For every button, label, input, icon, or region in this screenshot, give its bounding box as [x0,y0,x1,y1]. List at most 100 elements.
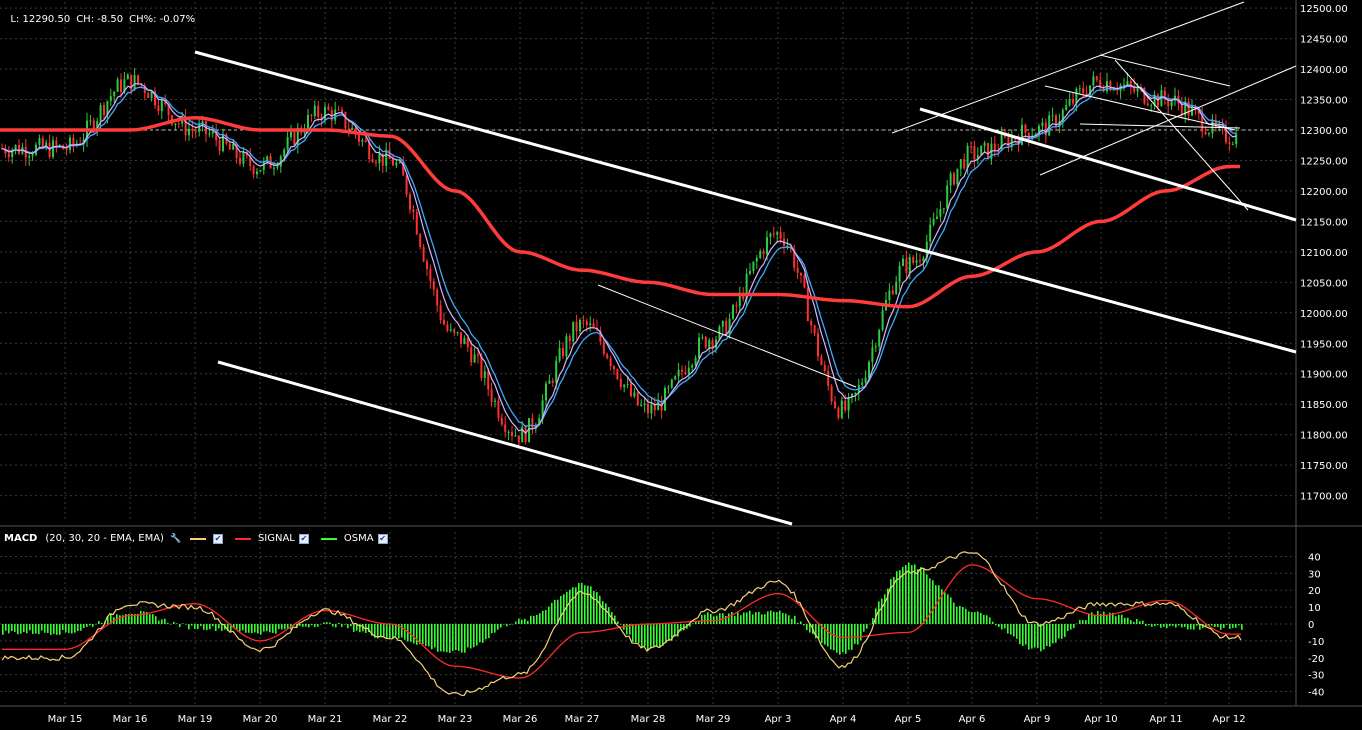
candle-body [657,401,660,411]
x-tick-label: Mar 28 [631,714,666,725]
candle-body [915,260,918,263]
osma-bar [275,624,277,634]
candle-body [932,219,935,225]
osma-bar [5,624,7,631]
candle-body [854,392,857,395]
candle-body [701,336,704,338]
osma-bar [353,624,355,632]
osma-bar [374,624,376,638]
osma-bar [146,612,148,624]
candle-body [762,251,765,255]
osma-bar [17,624,19,635]
candle-body [827,370,830,387]
candle-body [551,380,554,383]
candle-body [259,170,262,172]
wrench-icon[interactable]: 🔧 [169,533,182,544]
osma-bar [533,615,535,624]
candle-body [888,290,891,300]
macd-tick-label: -40 [1308,688,1324,699]
osma-bar [650,624,652,649]
osma-bar [488,624,490,639]
osma-bar [434,624,436,648]
candle-body [1072,99,1074,104]
osma-bar [785,613,787,624]
osma-bar [941,589,943,624]
candle-body [307,114,309,132]
candle-body [432,281,435,290]
candle-body [813,325,816,334]
osma-bar [377,624,379,639]
osma-bar [878,601,880,624]
osma-bar [2,624,4,635]
osma-bar [53,624,55,634]
candle-body [242,152,245,164]
osma-bar [929,578,931,624]
price-tick-label: 12350.00 [1300,96,1348,107]
osma-bar [1160,624,1162,628]
signal-checkbox[interactable]: ✔ [298,533,309,544]
osma-bar [1034,624,1036,648]
osma-bar [188,624,190,630]
osma-bar [563,594,565,624]
osma-bar [95,624,97,625]
osma-bar [1166,624,1168,629]
macd-line-checkbox[interactable]: ✔ [212,533,223,544]
osma-bar [449,624,451,653]
osma-checkbox[interactable]: ✔ [377,533,388,544]
osma-bar [1172,624,1174,626]
candle-body [959,159,962,169]
osma-bar [11,624,13,632]
macd-tick-label: -20 [1308,654,1324,665]
osma-bar [1007,624,1009,634]
candle-body [602,341,605,355]
candle-body [633,392,636,397]
candle-body [531,418,534,429]
candle-body [511,431,513,437]
osma-bar [917,569,919,624]
candle-body [742,293,745,300]
osma-bar [1220,624,1222,630]
osma-bar [995,624,997,626]
candle-body [956,168,959,185]
trendline [1114,59,1249,211]
macd-tick-label: -10 [1308,637,1324,648]
osma-bar [1061,624,1063,639]
candle-body [341,109,343,112]
osma-bar [1088,614,1090,624]
osma-bar [62,624,64,631]
candle-body [524,426,527,443]
osma-bar [392,624,394,639]
osma-bar [14,624,16,632]
osma-bar [350,624,352,627]
candle-body [942,208,945,210]
osma-bar [203,624,205,630]
osma-bar [704,614,706,624]
candle-body [303,131,306,134]
osma-bar [182,623,184,624]
candle-body [470,347,473,363]
osma-bar [1229,624,1231,629]
osma-bar [371,624,373,636]
osma-bar [341,624,343,627]
osma-bar [1127,617,1129,624]
candle-body [41,138,44,148]
osma-bar [1067,624,1069,632]
candle-body [980,145,983,156]
osma-bar [1130,620,1132,624]
candle-body [558,347,561,361]
osma-bar [1106,614,1108,624]
osma-bar [197,624,199,630]
candle-body [647,403,649,414]
osma-bar [845,624,847,654]
candle-body [1055,115,1057,128]
candle-body [541,400,544,419]
candle-body [296,127,299,146]
osma-bar [764,614,766,624]
candle-body [881,310,884,330]
price-tick-label: 12000.00 [1300,309,1348,320]
osma-bar [923,569,925,624]
osma-bar [92,624,94,627]
osma-bar [110,614,112,624]
osma-bar [278,624,280,630]
